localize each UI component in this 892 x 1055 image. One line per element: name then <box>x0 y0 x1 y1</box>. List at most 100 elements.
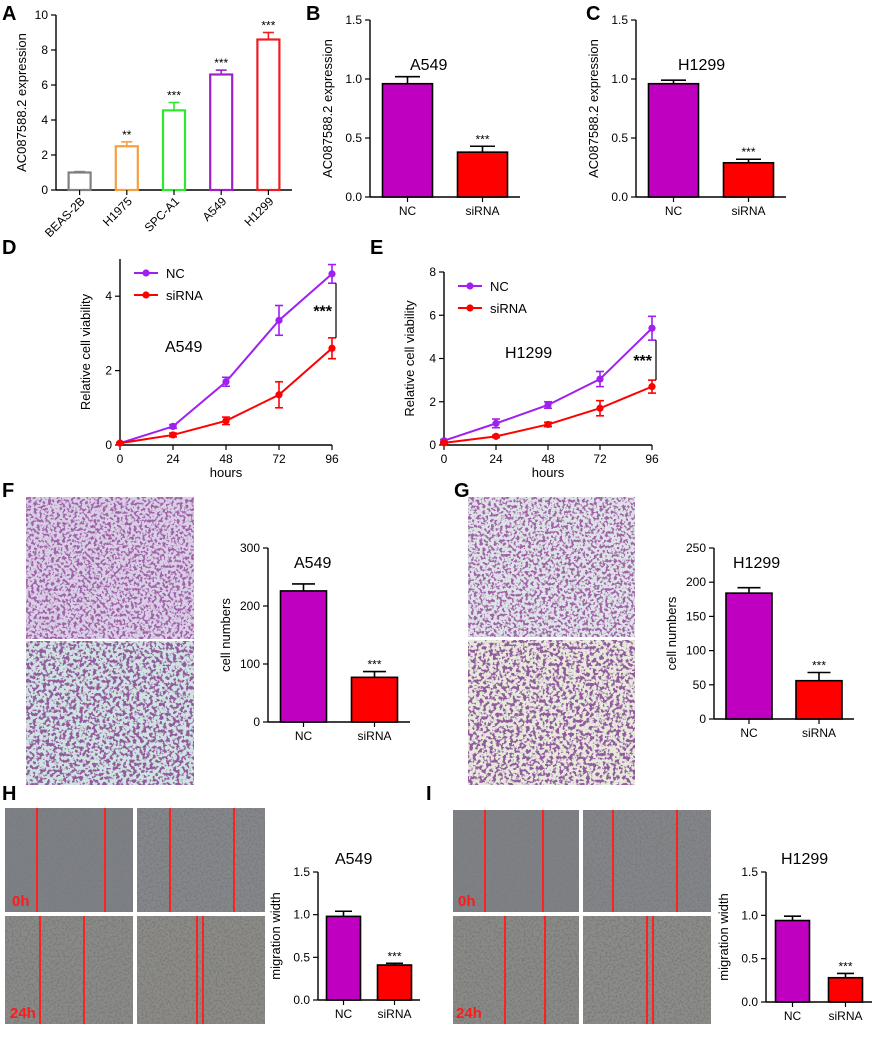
y-tick-label: 1.5 <box>345 13 362 27</box>
y-tick-label: 0 <box>105 438 112 452</box>
x-tick-label: NC <box>335 1007 353 1021</box>
y-tick-label: 6 <box>429 308 436 322</box>
chart-inner-title: A549 <box>335 851 372 868</box>
transwell-image-nc-h1299 <box>468 497 635 637</box>
series-line <box>443 385 653 444</box>
x-tick-label: BEAS-2B <box>42 194 88 240</box>
chart-inner-title: A549 <box>410 57 447 74</box>
chart-h: A549 0.0 0.5 1.0 1.5 migration width NC *** siRN… <box>268 851 420 1021</box>
y-tick-label: 0.0 <box>345 190 362 204</box>
x-tick-label: 48 <box>541 452 555 466</box>
y-tick-label: 200 <box>686 575 706 589</box>
x-tick-label: 96 <box>325 452 339 466</box>
x-tick-label: SPC-A1 <box>142 194 183 235</box>
y-tick-label: 0 <box>429 438 436 452</box>
chart-inner-title: A549 <box>294 555 331 572</box>
data-point <box>222 378 230 386</box>
y-tick-label: 1.0 <box>611 72 628 86</box>
chart-b: A549 0.0 0.5 1.0 1.5 AC087588.2 expression NC *… <box>320 13 520 218</box>
x-tick-label: 72 <box>593 452 607 466</box>
significance-label: *** <box>313 304 332 321</box>
data-point <box>596 375 604 383</box>
y-tick-label: 2 <box>105 364 112 378</box>
chart-inner-title: A549 <box>165 339 202 356</box>
data-point <box>544 401 552 409</box>
y-axis-label: AC087588.2 expression <box>320 39 335 178</box>
y-tick-label: 0 <box>253 715 260 729</box>
y-tick-label: 200 <box>240 599 260 613</box>
chart-inner-title: H1299 <box>505 345 552 362</box>
y-tick-label: 2 <box>429 395 436 409</box>
wound-image-sirna-0h-a549 <box>137 808 265 912</box>
data-point <box>596 404 604 412</box>
panel-label-a: A <box>2 3 16 25</box>
data-point <box>116 439 124 447</box>
data-point <box>440 439 448 447</box>
time-label-24h: 24h <box>456 1005 482 1022</box>
series-line <box>119 347 333 445</box>
significance-label: *** <box>741 145 755 159</box>
bar <box>827 976 864 1003</box>
significance-label: *** <box>167 89 181 103</box>
y-tick-label: 1.0 <box>293 908 310 922</box>
bar <box>647 82 700 198</box>
x-tick-label: 0 <box>441 452 448 466</box>
x-tick-label: siRNA <box>828 1009 862 1023</box>
y-tick-label: 4 <box>429 352 436 366</box>
x-tick-label: siRNA <box>377 1007 411 1021</box>
wound-image-sirna-0h-h1299 <box>583 810 711 912</box>
time-label-0h: 0h <box>458 893 476 910</box>
y-tick-label: 4 <box>105 289 112 303</box>
wound-image-nc-24h-h1299 <box>453 916 579 1024</box>
significance-label: *** <box>633 353 652 370</box>
y-tick-label: 8 <box>41 43 48 57</box>
chart-i: H1299 0.0 0.5 1.0 1.5 migration width NC *** siR… <box>716 851 872 1023</box>
y-tick-label: 1.5 <box>611 13 628 27</box>
wound-image-nc-24h-a549 <box>5 916 133 1024</box>
y-tick-label: 1.0 <box>741 908 758 922</box>
panel-label-e: E <box>370 237 383 259</box>
x-tick-label: NC <box>665 204 683 218</box>
y-tick-label: 1.5 <box>293 865 310 879</box>
y-axis-label: AC087588.2 expression <box>14 33 29 172</box>
y-axis-label: cell numbers <box>664 596 679 670</box>
y-tick-label: 0 <box>41 183 48 197</box>
chart-f: A549 0 100 200 300 cell numbers NC *** siRNA <box>218 541 410 743</box>
bar <box>325 915 362 1001</box>
chart-g: H1299 0 50 100 150 200 250 cell numbers NC *** siR… <box>664 541 854 740</box>
x-tick-label: 24 <box>489 452 503 466</box>
panel-label-b: B <box>306 3 320 25</box>
data-point <box>328 270 336 278</box>
legend-label: siRNA <box>490 301 527 316</box>
micrograph-h: 0h 24h <box>5 808 265 1024</box>
time-label-0h: 0h <box>12 893 30 910</box>
y-tick-label: 0 <box>699 712 706 726</box>
legend-label: NC <box>166 266 185 281</box>
x-tick-label: NC <box>784 1009 802 1023</box>
y-tick-label: 100 <box>240 657 260 671</box>
y-tick-label: 0.0 <box>293 993 310 1007</box>
legend-marker <box>142 269 150 277</box>
bar <box>456 151 509 198</box>
wound-image-nc-0h-h1299 <box>453 810 579 912</box>
y-axis-label: Relative cell viability <box>402 300 417 417</box>
x-tick-label: A549 <box>200 194 230 224</box>
bar <box>67 171 92 192</box>
panel-label-c: C <box>586 3 600 25</box>
y-axis-label: migration width <box>268 892 283 979</box>
data-point <box>492 419 500 427</box>
x-tick-label: siRNA <box>802 726 836 740</box>
y-tick-label: 50 <box>693 678 707 692</box>
x-tick-label: siRNA <box>731 204 765 218</box>
time-label-24h: 24h <box>10 1005 36 1022</box>
y-tick-label: 250 <box>686 541 706 555</box>
legend-marker <box>142 291 150 299</box>
transwell-image-nc-a549 <box>26 497 194 639</box>
chart-a: 0 2 4 6 8 10 AC087588.2 expression BEAS-2B ** H19… <box>14 8 292 240</box>
chart-inner-title: H1299 <box>678 57 725 74</box>
bar <box>381 82 434 198</box>
y-axis-label: migration width <box>716 893 731 980</box>
bar <box>722 161 775 198</box>
y-tick-label: 0.0 <box>611 190 628 204</box>
